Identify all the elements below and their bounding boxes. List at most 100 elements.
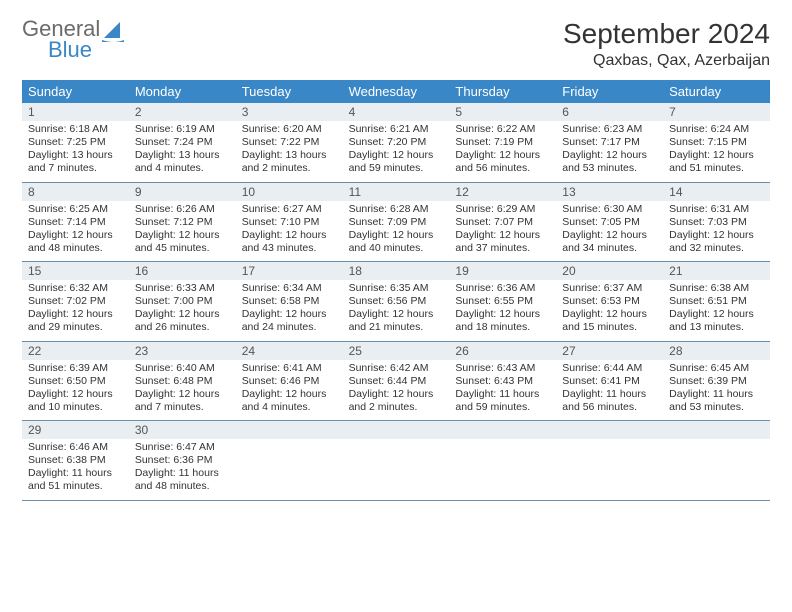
sunset-line: Sunset: 7:20 PM (349, 136, 444, 149)
day-cell: Sunrise: 6:42 AMSunset: 6:44 PMDaylight:… (343, 360, 450, 421)
weekday-thursday: Thursday (449, 80, 556, 103)
daylight-line: Daylight: 11 hours and 53 minutes. (669, 388, 764, 414)
daylight-line: Daylight: 11 hours and 56 minutes. (562, 388, 657, 414)
daylight-line: Daylight: 12 hours and 48 minutes. (28, 229, 123, 255)
weekday-friday: Friday (556, 80, 663, 103)
sunrise-line: Sunrise: 6:47 AM (135, 441, 230, 454)
day-number: 21 (663, 262, 770, 280)
sunrise-line: Sunrise: 6:36 AM (455, 282, 550, 295)
day-number: 17 (236, 262, 343, 280)
day-number: 30 (129, 421, 236, 439)
sunset-line: Sunset: 7:07 PM (455, 216, 550, 229)
sunrise-line: Sunrise: 6:39 AM (28, 362, 123, 375)
day-cell: Sunrise: 6:44 AMSunset: 6:41 PMDaylight:… (556, 360, 663, 421)
day-cell: Sunrise: 6:30 AMSunset: 7:05 PMDaylight:… (556, 201, 663, 262)
sunrise-line: Sunrise: 6:30 AM (562, 203, 657, 216)
sunset-line: Sunset: 7:19 PM (455, 136, 550, 149)
daylight-line: Daylight: 12 hours and 40 minutes. (349, 229, 444, 255)
sunset-line: Sunset: 7:09 PM (349, 216, 444, 229)
day-cell: Sunrise: 6:23 AMSunset: 7:17 PMDaylight:… (556, 121, 663, 182)
day-number: 8 (22, 183, 129, 201)
daylight-line: Daylight: 12 hours and 45 minutes. (135, 229, 230, 255)
sunset-line: Sunset: 7:17 PM (562, 136, 657, 149)
daylight-line: Daylight: 11 hours and 59 minutes. (455, 388, 550, 414)
day-number (663, 421, 770, 439)
sunrise-line: Sunrise: 6:45 AM (669, 362, 764, 375)
day-number: 27 (556, 342, 663, 360)
day-number: 22 (22, 342, 129, 360)
daylight-line: Daylight: 13 hours and 4 minutes. (135, 149, 230, 175)
daylight-line: Daylight: 12 hours and 4 minutes. (242, 388, 337, 414)
sunset-line: Sunset: 7:00 PM (135, 295, 230, 308)
sunset-line: Sunset: 7:05 PM (562, 216, 657, 229)
day-number: 16 (129, 262, 236, 280)
weekday-wednesday: Wednesday (343, 80, 450, 103)
day-number: 6 (556, 103, 663, 121)
sunset-line: Sunset: 7:03 PM (669, 216, 764, 229)
day-number: 13 (556, 183, 663, 201)
daylight-line: Daylight: 12 hours and 21 minutes. (349, 308, 444, 334)
sunset-line: Sunset: 6:36 PM (135, 454, 230, 467)
sunrise-line: Sunrise: 6:42 AM (349, 362, 444, 375)
logo-sail-icon (102, 20, 126, 42)
weekday-tuesday: Tuesday (236, 80, 343, 103)
day-number: 3 (236, 103, 343, 121)
day-cell: Sunrise: 6:28 AMSunset: 7:09 PMDaylight:… (343, 201, 450, 262)
sunset-line: Sunset: 6:46 PM (242, 375, 337, 388)
day-cell: Sunrise: 6:37 AMSunset: 6:53 PMDaylight:… (556, 280, 663, 341)
week-row: Sunrise: 6:39 AMSunset: 6:50 PM Daylight:… (22, 360, 770, 422)
day-number: 24 (236, 342, 343, 360)
daylight-line: Daylight: 13 hours and 7 minutes. (28, 149, 123, 175)
sunrise-line: Sunrise: 6:23 AM (562, 123, 657, 136)
day-cell: Sunrise: 6:46 AMSunset: 6:38 PMDaylight:… (22, 439, 129, 500)
daylight-line: Daylight: 11 hours and 48 minutes. (135, 467, 230, 493)
sunset-line: Sunset: 7:10 PM (242, 216, 337, 229)
location: Qaxbas, Qax, Azerbaijan (563, 52, 770, 70)
daylight-line: Daylight: 12 hours and 37 minutes. (455, 229, 550, 255)
sunrise-line: Sunrise: 6:18 AM (28, 123, 123, 136)
day-cell: Sunrise: 6:36 AMSunset: 6:55 PMDaylight:… (449, 280, 556, 341)
day-number: 18 (343, 262, 450, 280)
weekday-saturday: Saturday (663, 80, 770, 103)
day-cell: Sunrise: 6:41 AMSunset: 6:46 PMDaylight:… (236, 360, 343, 421)
sunrise-line: Sunrise: 6:41 AM (242, 362, 337, 375)
sunrise-line: Sunrise: 6:20 AM (242, 123, 337, 136)
sunrise-line: Sunrise: 6:46 AM (28, 441, 123, 454)
sunset-line: Sunset: 6:50 PM (28, 375, 123, 388)
day-number (449, 421, 556, 439)
sunrise-line: Sunrise: 6:43 AM (455, 362, 550, 375)
sunrise-line: Sunrise: 6:28 AM (349, 203, 444, 216)
day-cell: Sunrise: 6:25 AMSunset: 7:14 PMDaylight:… (22, 201, 129, 262)
sunset-line: Sunset: 6:38 PM (28, 454, 123, 467)
day-number: 10 (236, 183, 343, 201)
day-number: 11 (343, 183, 450, 201)
calendar-body: 1234567Sunrise: 6:18 AMSunset: 7:25 PMDa… (22, 103, 770, 501)
sunset-line: Sunset: 7:15 PM (669, 136, 764, 149)
daylight-line: Daylight: 12 hours and 13 minutes. (669, 308, 764, 334)
day-cell: Sunrise: 6:19 AMSunset: 7:24 PMDaylight:… (129, 121, 236, 182)
weekday-header: Sunday Monday Tuesday Wednesday Thursday… (22, 80, 770, 103)
day-number: 1 (22, 103, 129, 121)
logo-text-2: Blue (48, 39, 100, 61)
daylight-line: Daylight: 12 hours and 7 minutes. (135, 388, 230, 414)
sunset-line: Sunset: 7:02 PM (28, 295, 123, 308)
day-cell (343, 439, 450, 500)
day-cell: Sunrise: 6:21 AMSunset: 7:20 PMDaylight:… (343, 121, 450, 182)
daylight-line: Daylight: 12 hours and 2 minutes. (349, 388, 444, 414)
day-cell (236, 439, 343, 500)
day-cell (663, 439, 770, 500)
sunset-line: Sunset: 6:53 PM (562, 295, 657, 308)
sunrise-line: Sunrise: 6:34 AM (242, 282, 337, 295)
daylight-line: Daylight: 12 hours and 29 minutes. (28, 308, 123, 334)
sunrise-line: Sunrise: 6:24 AM (669, 123, 764, 136)
week-row: Sunrise: 6:18 AMSunset: 7:25 PMDaylight:… (22, 121, 770, 183)
day-number: 15 (22, 262, 129, 280)
sunrise-line: Sunrise: 6:27 AM (242, 203, 337, 216)
day-number: 7 (663, 103, 770, 121)
day-number: 19 (449, 262, 556, 280)
day-number-row: 891011121314 (22, 183, 770, 201)
day-number: 12 (449, 183, 556, 201)
day-number: 5 (449, 103, 556, 121)
sunset-line: Sunset: 7:25 PM (28, 136, 123, 149)
daylight-line: Daylight: 11 hours and 51 minutes. (28, 467, 123, 493)
